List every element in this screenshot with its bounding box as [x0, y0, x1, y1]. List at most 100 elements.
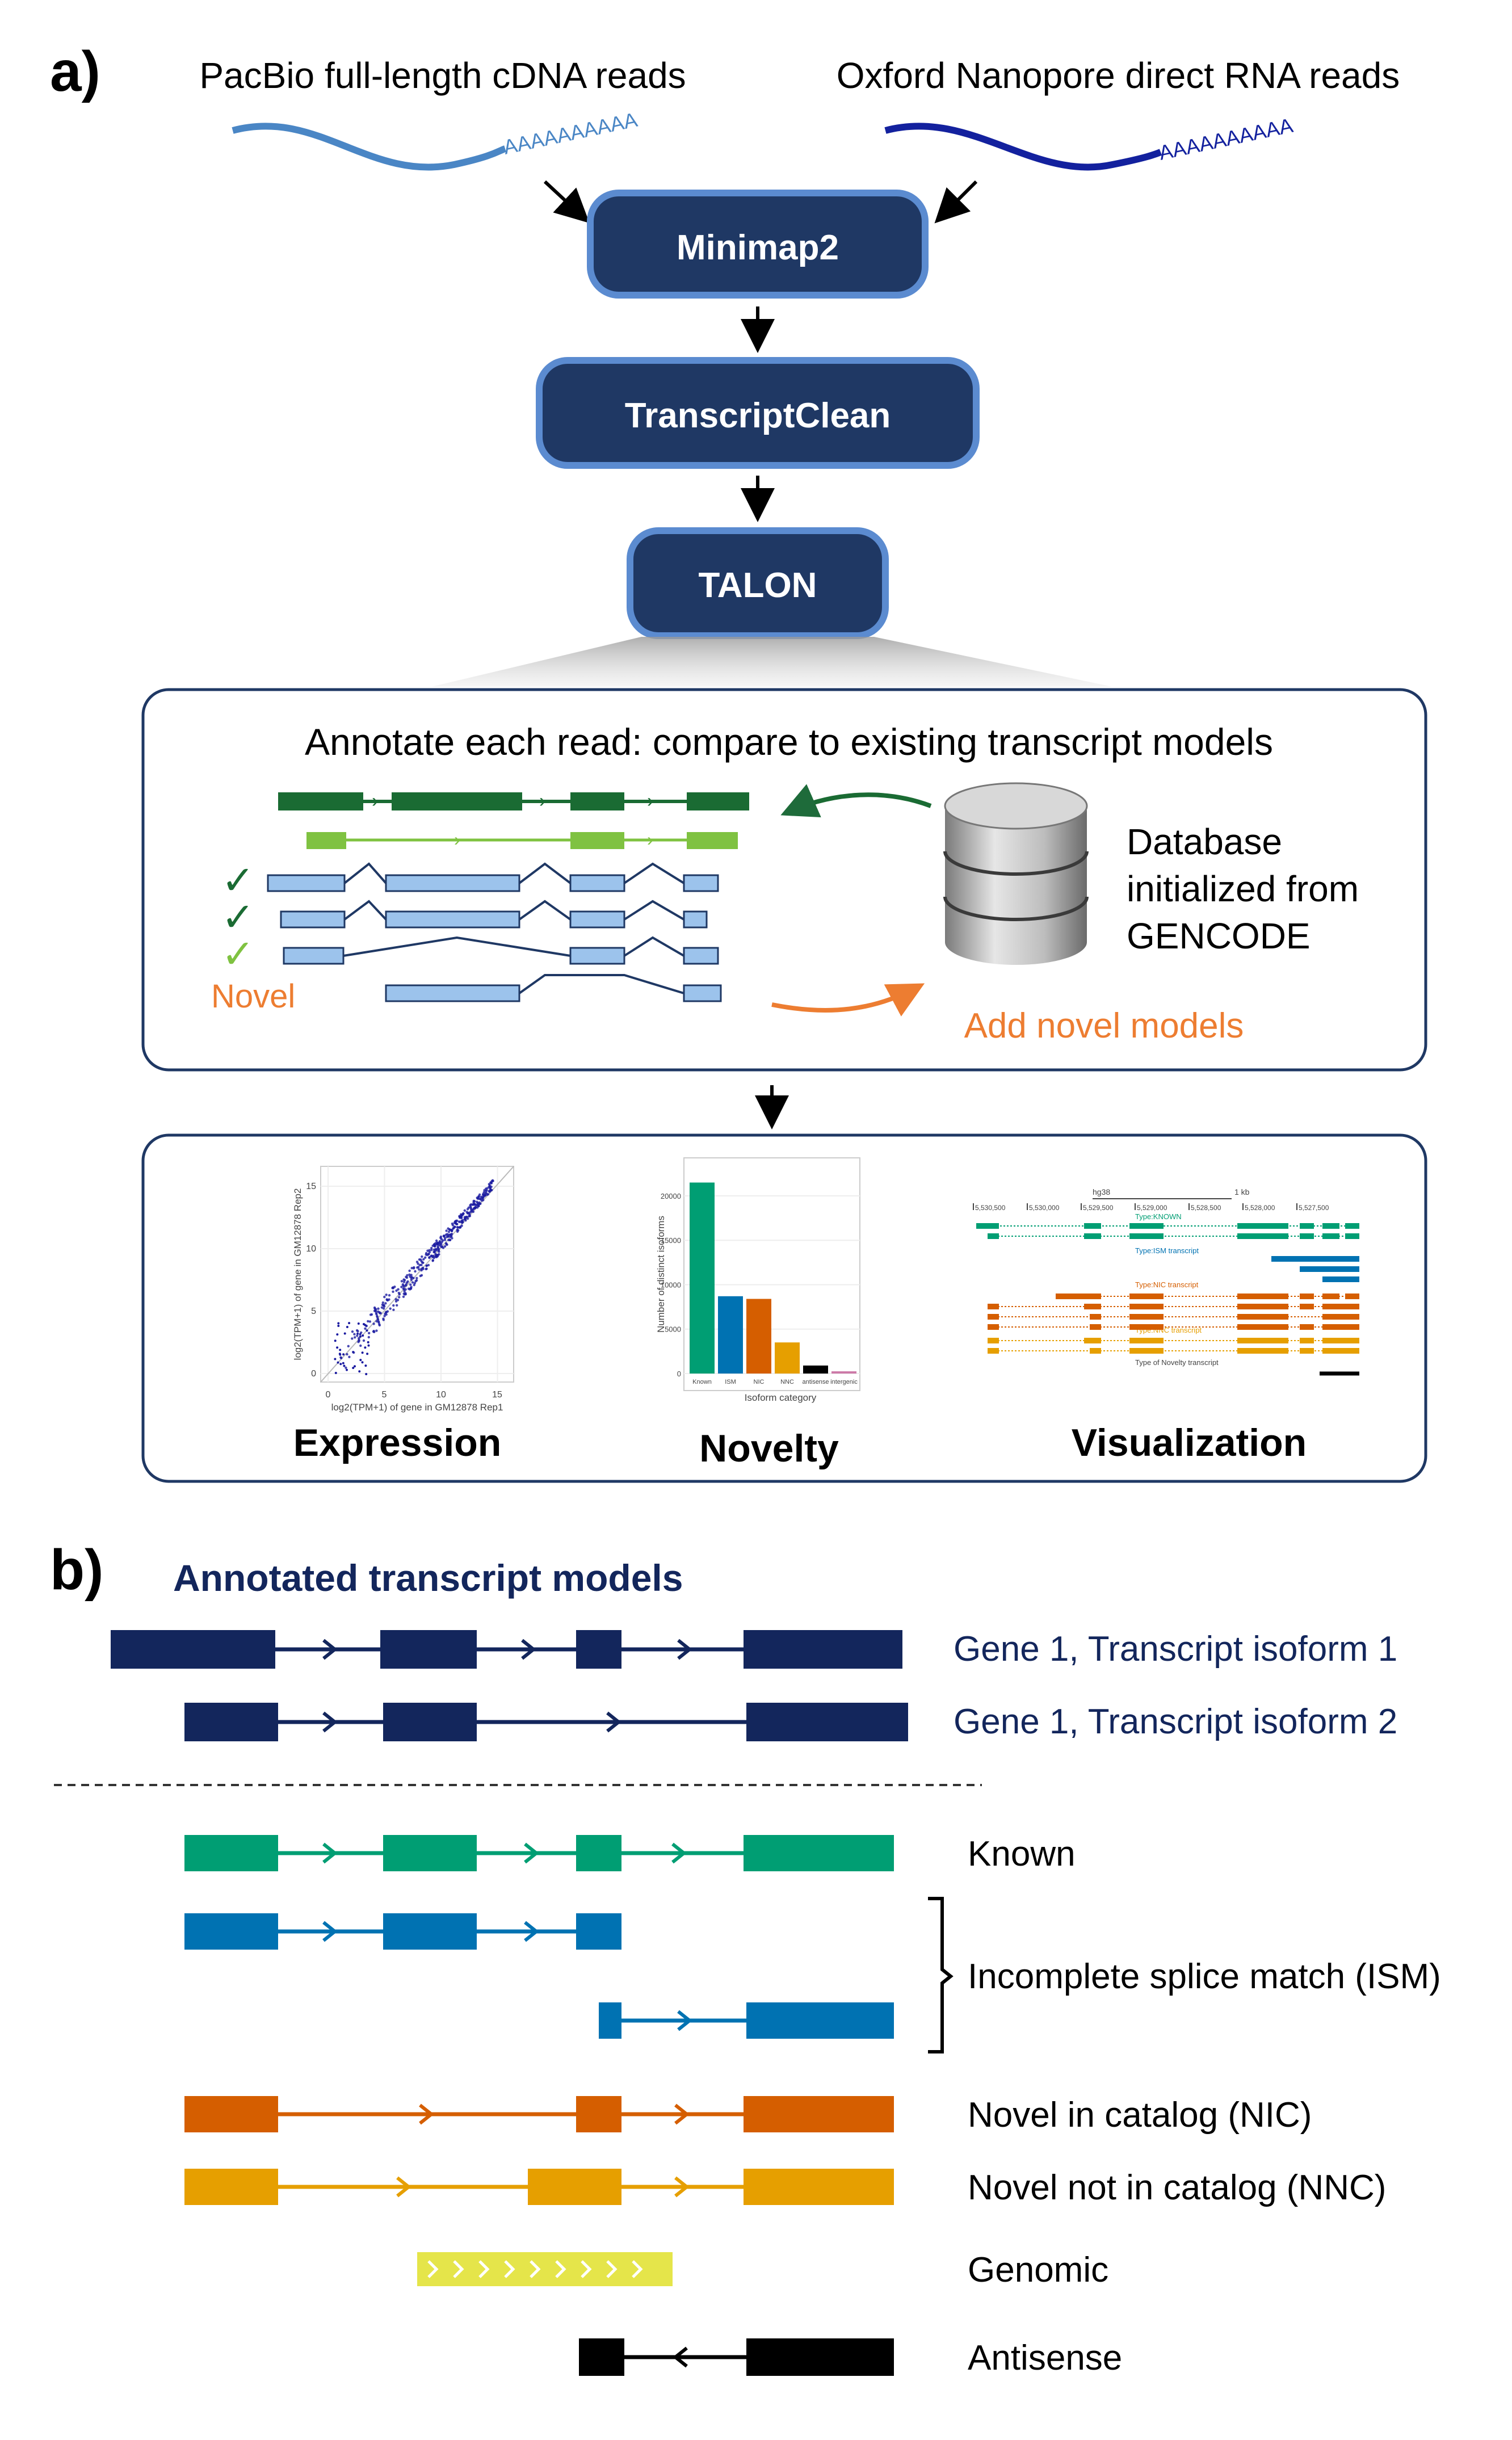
panel-b-label: b)	[50, 1538, 103, 1602]
expression-point	[388, 1294, 391, 1297]
expression-point	[372, 1322, 375, 1325]
expression-point	[433, 1251, 436, 1254]
expression-point	[375, 1320, 378, 1323]
expression-point	[400, 1286, 403, 1288]
expression-point	[358, 1338, 360, 1342]
vis-exon	[1300, 1324, 1314, 1330]
vis-exon	[1322, 1348, 1359, 1354]
expression-point	[435, 1255, 438, 1258]
expression-ytick-3: 15	[306, 1182, 316, 1191]
expression-point	[346, 1353, 348, 1356]
ism-model-1	[184, 1913, 621, 1950]
vis-exon	[1345, 1233, 1359, 1239]
expression-point	[352, 1351, 355, 1354]
vis-exon	[988, 1233, 999, 1239]
genomic-chevron	[606, 2260, 618, 2278]
expression-point	[356, 1332, 359, 1335]
expression-point	[444, 1233, 448, 1236]
expression-point	[359, 1344, 362, 1347]
expression-point	[403, 1290, 406, 1293]
expression-point	[339, 1349, 342, 1351]
expression-point	[382, 1317, 385, 1320]
expression-point	[477, 1197, 480, 1200]
expression-point	[378, 1312, 381, 1315]
novelty-bar-Known	[690, 1182, 715, 1374]
expression-point	[491, 1179, 494, 1182]
expression-point	[398, 1296, 401, 1299]
vis-exon	[1300, 1266, 1359, 1272]
expression-point	[448, 1228, 451, 1231]
expression-point	[392, 1290, 394, 1293]
genomic-chevron	[632, 2260, 643, 2278]
novelty-xtick: NNC	[780, 1379, 794, 1385]
transcriptclean-label: TranscriptClean	[625, 396, 891, 435]
expression-point	[413, 1283, 415, 1287]
expression-point	[367, 1336, 370, 1339]
expression-point	[422, 1261, 425, 1264]
expression-point	[364, 1346, 367, 1349]
vis-exon	[988, 1304, 999, 1309]
expression-xtick-2: 10	[436, 1390, 446, 1400]
novelty-bar-ISM	[718, 1296, 743, 1374]
vis-exon	[1237, 1294, 1288, 1299]
novelty-xtick: ISM	[725, 1379, 736, 1385]
read-2: ✓	[221, 894, 708, 940]
expression-point	[421, 1255, 423, 1258]
expression-point	[398, 1293, 401, 1296]
expression-point	[484, 1192, 487, 1195]
expression-point	[460, 1219, 463, 1222]
expression-point	[342, 1362, 345, 1364]
isoform-1-label: Gene 1, Transcript isoform 1	[954, 1630, 1397, 1669]
vis-exon	[1056, 1294, 1101, 1299]
expression-point	[339, 1356, 342, 1359]
talon-step: TALON	[627, 527, 889, 639]
nanopore-reads-label: Oxford Nanopore direct RNA reads	[837, 55, 1400, 96]
vis-position-tick: 5,529,000	[1137, 1204, 1167, 1212]
expression-point	[359, 1359, 362, 1362]
expression-point	[368, 1320, 372, 1323]
novelty-bar-intergenic	[831, 1371, 856, 1374]
expression-point	[366, 1353, 369, 1355]
expression-plot: 0 5 10 15 0 5 10 15 log2(TPM+1) of gene …	[292, 1166, 514, 1413]
expression-point	[488, 1190, 491, 1193]
expression-point	[352, 1367, 355, 1370]
expression-point	[405, 1281, 409, 1284]
vis-exon	[1322, 1324, 1359, 1330]
expression-point	[416, 1266, 419, 1269]
svg-text:✓: ✓	[221, 931, 255, 977]
expression-point	[463, 1209, 466, 1212]
antisense-model	[579, 2338, 894, 2376]
vis-exon	[1084, 1304, 1101, 1309]
expression-point	[375, 1313, 378, 1316]
vis-exon	[1084, 1233, 1101, 1239]
pacbio-polya-tail: AAAAAAAAAA	[501, 108, 639, 159]
minimap2-step: Minimap2	[587, 190, 929, 299]
vis-exon	[988, 1338, 999, 1343]
expression-point	[402, 1285, 406, 1288]
expression-point	[414, 1270, 417, 1273]
genomic-chevron	[555, 2260, 566, 2278]
expression-point	[363, 1323, 365, 1325]
known-model	[184, 1835, 894, 1871]
panel-a-label: a)	[50, 40, 100, 103]
novelty-bar-antisense	[803, 1365, 828, 1374]
expression-point	[464, 1219, 467, 1222]
expression-point	[342, 1353, 345, 1356]
expression-point	[443, 1245, 447, 1248]
expression-point	[470, 1209, 473, 1212]
expression-point	[427, 1263, 430, 1267]
expression-point	[362, 1339, 366, 1342]
expression-point	[460, 1213, 463, 1216]
vis-exon	[1300, 1348, 1314, 1354]
vis-exon	[1300, 1233, 1314, 1239]
expression-point	[451, 1222, 454, 1225]
expression-point	[412, 1267, 415, 1270]
expression-point	[419, 1258, 422, 1261]
expression-point	[467, 1211, 469, 1214]
reference-model-2: › ›	[306, 829, 738, 850]
novelty-xtick: Known	[692, 1379, 712, 1385]
genomic-chevron	[530, 2260, 541, 2278]
vis-exon	[1322, 1314, 1359, 1320]
expression-point	[415, 1279, 418, 1282]
pacbio-reads-label: PacBio full-length cDNA reads	[199, 55, 686, 96]
